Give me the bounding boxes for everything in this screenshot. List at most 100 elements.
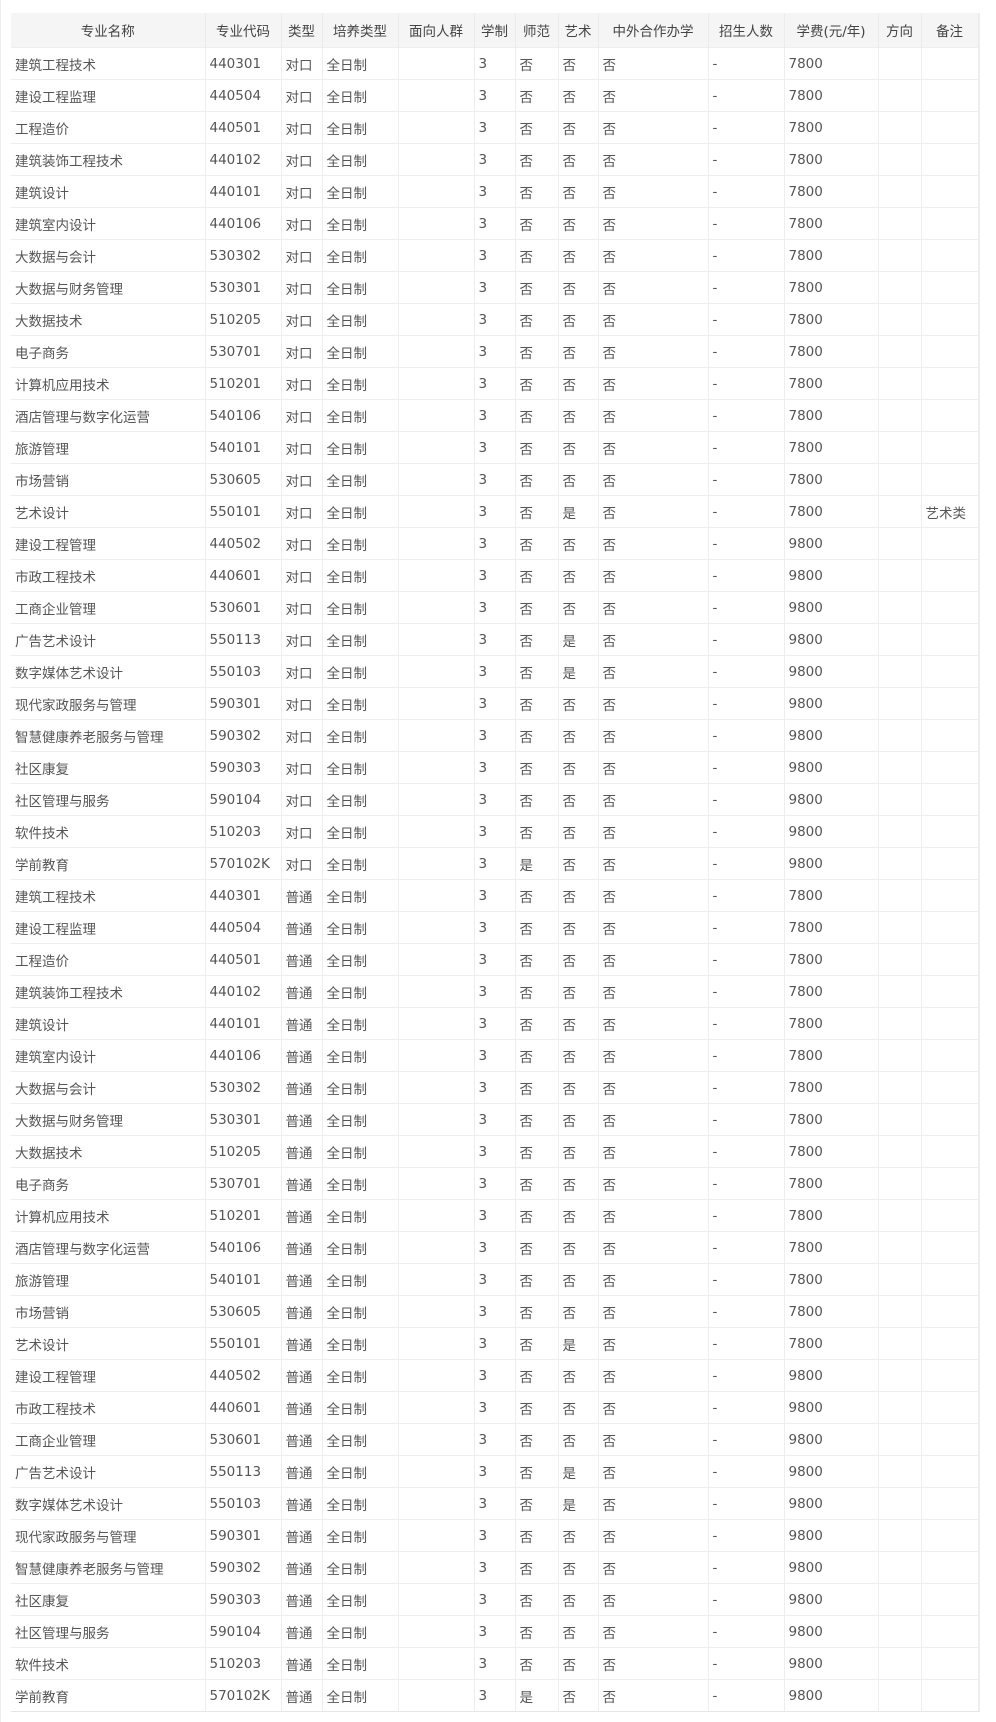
- enrollment-cell: -: [708, 719, 785, 752]
- enrollment-cell: -: [708, 1359, 785, 1392]
- table-row: 电子商务 530701 普通 全日制 3 否否否 -7800: [11, 1167, 979, 1200]
- years-cell: 3: [474, 1327, 516, 1360]
- audience-cell: [398, 1679, 475, 1711]
- direction-cell: [878, 655, 922, 688]
- art-flag-cell: 否: [558, 1391, 599, 1424]
- direction-cell: [878, 143, 922, 176]
- years-cell: 3: [474, 783, 516, 816]
- normal-flag-cell: 否: [515, 1519, 559, 1552]
- direction-cell: [878, 1487, 922, 1520]
- table-row: 大数据与会计 530302 普通 全日制 3 否否否 -7800: [11, 1071, 979, 1104]
- audience-cell: [398, 975, 475, 1008]
- major-code-cell: 510205: [205, 303, 282, 336]
- major-code-cell: 440301: [205, 879, 282, 912]
- major-name-cell: 建筑室内设计: [11, 207, 206, 240]
- audience-cell: [398, 655, 475, 688]
- audience-cell: [398, 1103, 475, 1136]
- type-cell: 对口: [281, 527, 323, 560]
- major-code-cell: 440301: [205, 47, 282, 80]
- years-cell: 3: [474, 1103, 516, 1136]
- major-code-cell: 590302: [205, 719, 282, 752]
- direction-cell: [878, 1103, 922, 1136]
- years-cell: 3: [474, 655, 516, 688]
- direction-cell: [878, 1679, 922, 1711]
- remark-cell: [921, 1487, 979, 1520]
- art-flag-cell: 否: [558, 1231, 599, 1264]
- tuition-cell: 9800: [784, 1615, 879, 1648]
- major-name-cell: 建设工程监理: [11, 911, 206, 944]
- table-row: 酒店管理与数字化运营 540106 对口 全日制 3 否否否 -7800: [11, 399, 979, 432]
- years-cell: 3: [474, 399, 516, 432]
- major-code-cell: 440504: [205, 911, 282, 944]
- normal-flag-cell: 否: [515, 1263, 559, 1296]
- remark-cell: [921, 271, 979, 304]
- major-code-cell: 590303: [205, 751, 282, 784]
- type-cell: 普通: [281, 1615, 323, 1648]
- tuition-cell: 9800: [784, 1487, 879, 1520]
- remark-cell: [921, 1135, 979, 1168]
- type-cell: 对口: [281, 399, 323, 432]
- major-name-cell: 市场营销: [11, 1295, 206, 1328]
- sino-foreign-cell: 否: [598, 559, 709, 592]
- type-cell: 对口: [281, 303, 323, 336]
- years-cell: 3: [474, 367, 516, 400]
- type-cell: 普通: [281, 1103, 323, 1136]
- training-type-cell: 全日制: [322, 751, 399, 784]
- training-type-cell: 全日制: [322, 1103, 399, 1136]
- audience-cell: [398, 1423, 475, 1456]
- normal-flag-cell: 否: [515, 1423, 559, 1456]
- major-code-cell: 530701: [205, 335, 282, 368]
- normal-flag-cell: 否: [515, 975, 559, 1008]
- training-type-cell: 全日制: [322, 975, 399, 1008]
- table-row: 艺术设计 550101 普通 全日制 3 否是否 -7800: [11, 1327, 979, 1360]
- left-border: [0, 0, 1, 1722]
- years-cell: 3: [474, 47, 516, 80]
- enrollment-cell: -: [708, 367, 785, 400]
- type-cell: 对口: [281, 79, 323, 112]
- tuition-cell: 7800: [784, 1103, 879, 1136]
- major-name-cell: 软件技术: [11, 815, 206, 848]
- tuition-cell: 7800: [784, 399, 879, 432]
- sino-foreign-cell: 否: [598, 815, 709, 848]
- training-type-cell: 全日制: [322, 591, 399, 624]
- direction-cell: [878, 975, 922, 1008]
- training-type-cell: 全日制: [322, 1007, 399, 1040]
- major-name-cell: 旅游管理: [11, 431, 206, 464]
- table-row: 广告艺术设计 550113 对口 全日制 3 否是否 -9800: [11, 623, 979, 656]
- tuition-cell: 7800: [784, 111, 879, 144]
- tuition-cell: 9800: [784, 687, 879, 720]
- major-code-cell: 440102: [205, 143, 282, 176]
- training-type-cell: 全日制: [322, 1263, 399, 1296]
- training-type-cell: 全日制: [322, 175, 399, 208]
- enrollment-cell: -: [708, 1455, 785, 1488]
- type-cell: 对口: [281, 367, 323, 400]
- remark-cell: [921, 1679, 979, 1711]
- audience-cell: [398, 783, 475, 816]
- table-row: 工程造价 440501 对口 全日制 3 否否否 -7800: [11, 111, 979, 144]
- sino-foreign-cell: 否: [598, 1135, 709, 1168]
- major-name-cell: 工商企业管理: [11, 591, 206, 624]
- art-flag-cell: 否: [558, 1295, 599, 1328]
- enrollment-cell: -: [708, 1391, 785, 1424]
- direction-cell: [878, 1423, 922, 1456]
- major-name-cell: 社区康复: [11, 751, 206, 784]
- major-name-cell: 广告艺术设计: [11, 1455, 206, 1488]
- remark-cell: [921, 1199, 979, 1232]
- tuition-cell: 9800: [784, 1455, 879, 1488]
- audience-cell: [398, 687, 475, 720]
- enrollment-cell: -: [708, 591, 785, 624]
- tuition-cell: 7800: [784, 207, 879, 240]
- type-cell: 普通: [281, 1135, 323, 1168]
- years-cell: 3: [474, 1135, 516, 1168]
- column-header: 培养类型: [322, 13, 399, 48]
- sino-foreign-cell: 否: [598, 335, 709, 368]
- majors-table: 专业名称 专业代码 类型 培养类型 面向人群 学制 师范 艺术 中外合作办学 招生人数 学费(元/年…: [11, 13, 979, 1711]
- major-name-cell: 建筑设计: [11, 175, 206, 208]
- audience-cell: [398, 335, 475, 368]
- direction-cell: [878, 399, 922, 432]
- tuition-cell: 9800: [784, 751, 879, 784]
- years-cell: 3: [474, 623, 516, 656]
- training-type-cell: 全日制: [322, 911, 399, 944]
- major-code-cell: 440502: [205, 1359, 282, 1392]
- sino-foreign-cell: 否: [598, 1583, 709, 1616]
